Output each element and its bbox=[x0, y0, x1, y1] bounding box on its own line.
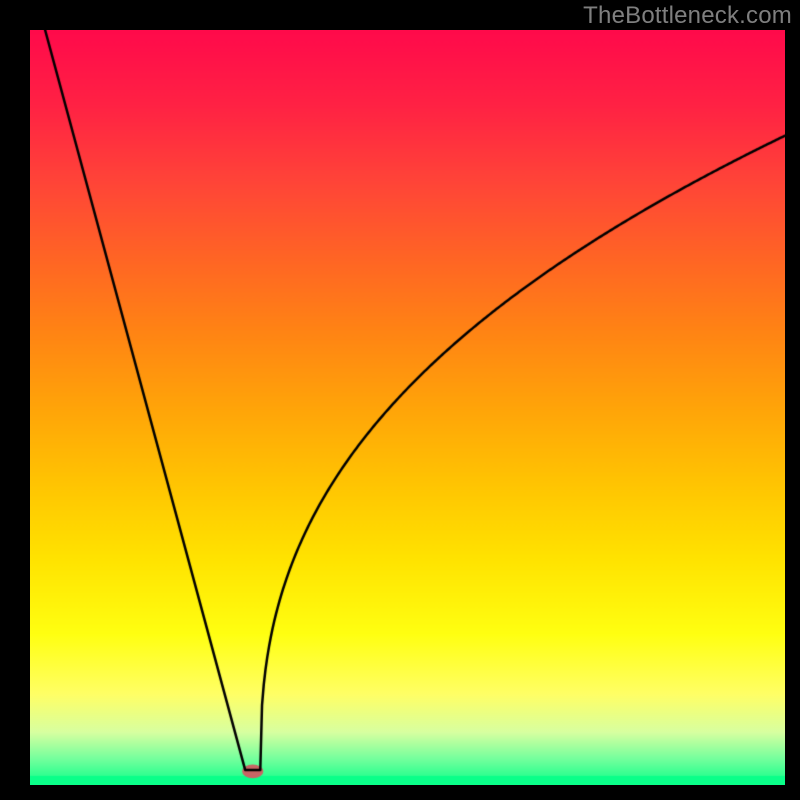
watermark-text: TheBottleneck.com bbox=[583, 2, 792, 30]
bottleneck-curve-chart bbox=[30, 30, 785, 785]
chart-container: TheBottleneck.com bbox=[0, 0, 800, 800]
